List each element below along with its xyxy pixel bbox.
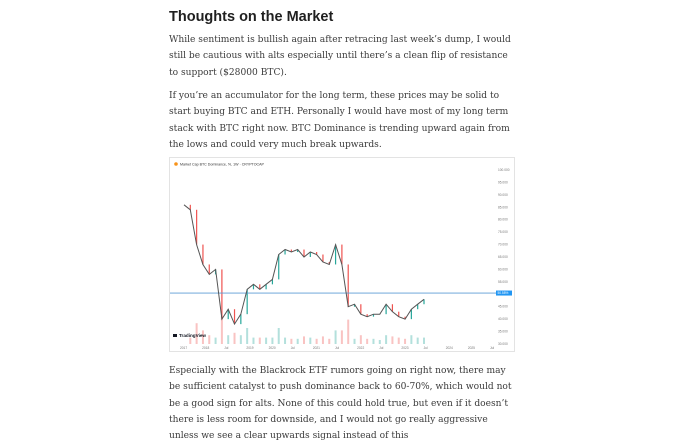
- y-tick-label: 65.000: [498, 255, 508, 259]
- x-tick-label: Jul: [224, 346, 228, 350]
- x-tick-label: 2019: [246, 346, 253, 350]
- y-tick-label: 45.000: [498, 305, 508, 309]
- volume-bar: [366, 338, 369, 344]
- series-line: [183, 204, 425, 326]
- volume-bar: [252, 337, 255, 344]
- x-tick-label: 2025: [468, 346, 475, 350]
- volume-bar: [397, 337, 400, 344]
- tradingview-icon: [173, 334, 177, 337]
- x-tick-label: 2022: [357, 346, 364, 350]
- x-tick-label: 2024: [446, 346, 453, 350]
- x-tick-label: Jul: [490, 346, 494, 350]
- volume-bar: [423, 337, 425, 344]
- y-tick-label: 35.000: [498, 330, 508, 334]
- volume-bar: [315, 338, 318, 344]
- chart-title: Market Cap BTC Dominance, %, 1W · CRYPTO…: [180, 162, 265, 166]
- volume-bar: [347, 319, 350, 344]
- volume-bar: [353, 338, 356, 344]
- y-tick-label: 75.000: [498, 230, 508, 234]
- volume-bar: [359, 335, 362, 344]
- volume-bar: [303, 336, 305, 344]
- volume-bar: [220, 316, 223, 344]
- volume-bar: [246, 328, 249, 344]
- current-price-badge: [496, 290, 512, 296]
- volume-bar: [214, 337, 217, 344]
- volume-bar: [258, 337, 261, 344]
- btc-logo-icon: [174, 162, 178, 166]
- volume-bar: [227, 335, 230, 344]
- volume-bar: [378, 340, 381, 344]
- tradingview-logo: TradingView: [173, 333, 206, 338]
- x-tick-label: 2017: [180, 346, 187, 350]
- chart-svg: Market Cap BTC Dominance, %, 1W · CRYPTO…: [170, 162, 512, 350]
- volume-bar: [189, 337, 192, 344]
- page-title: Thoughts on the Market: [169, 9, 334, 25]
- y-tick-label: 85.000: [498, 205, 508, 209]
- btc-dominance-chart: Market Cap BTC Dominance, %, 1W · CRYPTO…: [169, 157, 515, 352]
- volume-bar: [201, 330, 204, 344]
- volume-bar: [334, 330, 337, 344]
- volume-bar: [309, 337, 312, 344]
- y-tick-label: 70.000: [498, 243, 508, 247]
- volume-bar: [410, 335, 413, 344]
- y-tick-label: 100.000: [498, 168, 510, 172]
- paragraph-blackrock: Especially with the Blackrock ETF rumors…: [169, 366, 512, 442]
- volume-bar: [271, 337, 274, 344]
- paragraph-accumulator: If you’re an accumulator for the long te…: [169, 91, 510, 150]
- volume-bar: [340, 330, 343, 344]
- volume-bar: [321, 336, 324, 344]
- x-tick-label: 2018: [202, 346, 209, 350]
- volume-bar: [265, 337, 268, 344]
- volume-bar: [233, 332, 236, 344]
- x-tick-label: Jul: [424, 346, 428, 350]
- volume-bars: [189, 204, 425, 344]
- y-tick-label: 30.000: [498, 342, 508, 346]
- y-tick-label: 55.000: [498, 280, 508, 284]
- y-tick-label: 90.000: [498, 193, 508, 197]
- volume-bar: [296, 338, 299, 344]
- volume-bar: [284, 337, 287, 344]
- volume-bar: [404, 338, 407, 344]
- x-tick-label: 2021: [313, 346, 320, 350]
- volume-bar: [385, 335, 388, 344]
- volume-bar: [208, 335, 211, 344]
- x-tick-label: Jul: [379, 346, 383, 350]
- y-axis: 100.000 95.000 90.000 85.000 80.000 75.000 70.…: [498, 168, 510, 346]
- volume-bar: [290, 338, 293, 344]
- volume-bar: [239, 335, 242, 344]
- y-tick-label: 40.000: [498, 317, 508, 321]
- volume-bar: [372, 338, 375, 344]
- x-axis: 2017 2018 Jul 2019 2020 Jul 2021 Jul 2022 Jul 2023…: [180, 346, 494, 350]
- volume-bar: [195, 323, 198, 344]
- y-tick-label: 60.000: [498, 267, 508, 271]
- x-tick-label: Jul: [335, 346, 339, 350]
- volume-bar: [416, 337, 419, 344]
- volume-bar: [277, 328, 280, 344]
- paragraph-sentiment: While sentiment is bullish again after r…: [169, 35, 511, 78]
- x-tick-label: 2020: [269, 346, 276, 350]
- x-tick-label: 2023: [401, 346, 408, 350]
- y-tick-label: 80.000: [498, 218, 508, 222]
- current-price-label: 50.58%: [498, 291, 509, 295]
- x-tick-label: Jul: [291, 346, 295, 350]
- volume-bar: [391, 336, 394, 344]
- y-tick-label: 95.000: [498, 180, 508, 184]
- tradingview-label: TradingView: [179, 333, 206, 338]
- volume-bar: [328, 338, 331, 344]
